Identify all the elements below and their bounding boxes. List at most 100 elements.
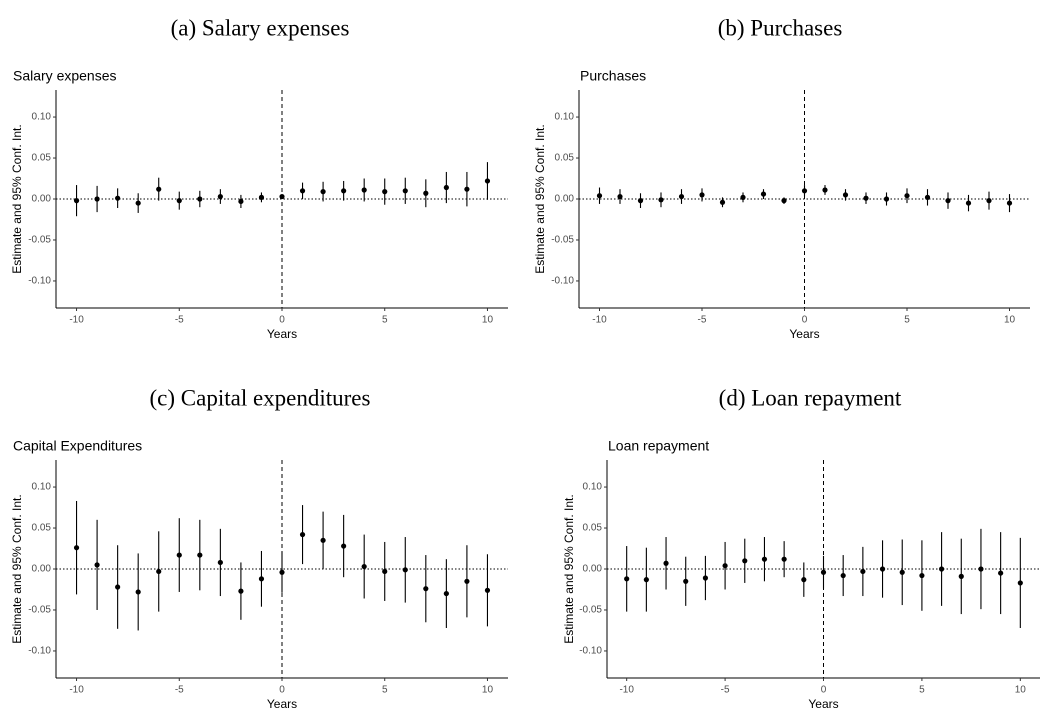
point (382, 189, 388, 195)
y-tick-label: -0.05 (28, 605, 51, 616)
point (115, 584, 121, 590)
x-axis-label: Years (267, 327, 297, 341)
y-tick-label: 0.05 (32, 153, 52, 164)
point (637, 198, 644, 204)
panel-caption: (d) Loan repayment (719, 385, 902, 410)
point (742, 558, 748, 564)
point (238, 198, 244, 205)
panel: (d) Loan repayment Loan repayment Estimate… (562, 385, 1040, 711)
point (924, 194, 931, 200)
chart-title: Capital Expenditures (13, 438, 142, 454)
x-tick-label: 0 (279, 685, 285, 696)
point (860, 568, 866, 575)
point (135, 589, 141, 595)
y-axis-label: Estimate and 95% Conf. Int. (10, 124, 24, 273)
point (760, 191, 767, 197)
x-tick-label: -5 (698, 315, 707, 326)
y-tick-label: 0.00 (32, 194, 52, 205)
chart-title: Loan repayment (608, 438, 709, 454)
point (978, 566, 984, 572)
point (820, 569, 827, 575)
point (361, 563, 367, 570)
point (965, 200, 972, 206)
x-tick-label: 10 (1015, 685, 1027, 696)
point (722, 563, 728, 569)
point (464, 186, 470, 192)
x-tick-label: 10 (482, 685, 494, 696)
panel-caption: (b) Purchases (718, 15, 843, 40)
point (899, 569, 905, 575)
point (279, 193, 285, 200)
y-tick-label: 0.10 (555, 112, 575, 123)
point (958, 573, 964, 579)
y-axis-label: Estimate and 95% Conf. Int. (10, 494, 24, 643)
point (702, 575, 709, 581)
x-tick-label: -10 (619, 685, 634, 696)
point (341, 543, 347, 549)
y-tick-label: -0.10 (551, 276, 574, 287)
point (258, 194, 265, 200)
point (217, 559, 223, 566)
y-tick-label: -0.10 (28, 646, 51, 657)
point (998, 570, 1004, 576)
point (658, 197, 664, 203)
point (115, 195, 121, 201)
panel: (b) Purchases Purchases Estimate and 95% C… (533, 15, 1030, 341)
x-tick-label: -10 (592, 315, 607, 326)
point (719, 199, 726, 205)
point (258, 576, 265, 582)
point (402, 188, 408, 194)
point (279, 569, 285, 575)
y-tick-label: 0.10 (583, 482, 603, 493)
point (801, 188, 808, 194)
point (801, 577, 807, 583)
point (822, 187, 828, 193)
point (945, 198, 951, 204)
panel: (a) Salary expenses Salary expenses Estima… (10, 15, 508, 341)
point (423, 586, 429, 592)
panel-caption: (a) Salary expenses (171, 15, 350, 40)
point (842, 192, 849, 198)
y-tick-label: -0.05 (579, 605, 602, 616)
point (238, 588, 244, 594)
x-axis-label: Years (267, 697, 297, 711)
x-tick-label: 0 (821, 685, 827, 696)
x-axis-label: Years (789, 327, 819, 341)
y-tick-label: 0.10 (32, 482, 52, 493)
point (624, 576, 630, 582)
point (904, 193, 910, 199)
point (643, 577, 649, 583)
point (683, 578, 689, 584)
x-tick-label: -10 (69, 685, 84, 696)
x-tick-label: 5 (382, 315, 388, 326)
y-tick-label: 0.10 (32, 112, 52, 123)
point (1017, 580, 1023, 586)
point (299, 188, 306, 194)
x-tick-label: 5 (919, 685, 925, 696)
y-tick-label: -0.05 (551, 235, 574, 246)
point (361, 187, 367, 193)
point (73, 545, 80, 551)
x-tick-label: 0 (279, 315, 285, 326)
point (135, 200, 141, 206)
chart-title: Salary expenses (13, 68, 117, 84)
point (423, 190, 429, 196)
point (73, 198, 80, 204)
point (781, 198, 787, 204)
point (863, 195, 869, 201)
point (176, 552, 182, 558)
y-tick-label: 0.05 (555, 153, 575, 164)
x-tick-label: 10 (482, 315, 494, 326)
x-axis-label: Years (808, 697, 838, 711)
point (761, 556, 768, 562)
point (320, 189, 326, 195)
y-axis-label: Estimate and 95% Conf. Int. (562, 494, 576, 643)
point (883, 196, 890, 202)
panel-caption: (c) Capital expenditures (150, 385, 371, 410)
point (197, 552, 203, 558)
point (341, 188, 347, 194)
point (156, 568, 162, 575)
point (840, 572, 846, 579)
point (617, 193, 623, 200)
